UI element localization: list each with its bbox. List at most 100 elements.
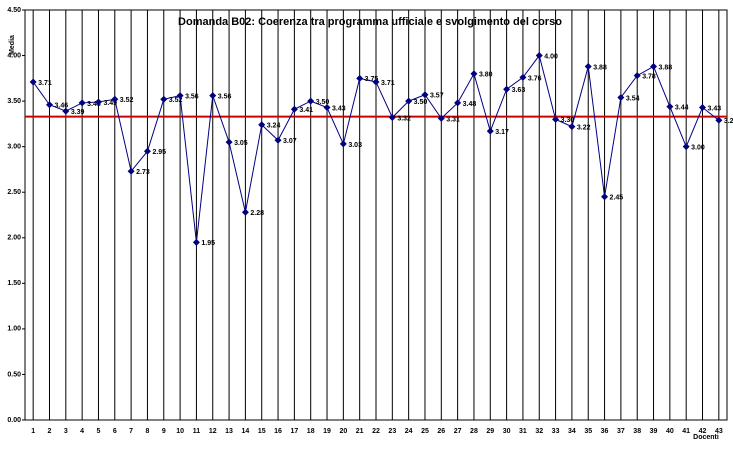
marker — [405, 97, 413, 105]
data-label: 3.50 — [414, 99, 428, 106]
marker — [633, 72, 641, 80]
marker — [388, 114, 396, 122]
marker — [176, 92, 184, 100]
data-label: 3.39 — [71, 109, 85, 116]
marker — [111, 95, 119, 103]
y-axis-label: Media — [9, 35, 16, 55]
data-label: 3.22 — [577, 124, 591, 131]
data-label: 3.88 — [593, 64, 607, 71]
data-label: 3.57 — [430, 93, 444, 100]
data-label: 3.76 — [528, 75, 542, 82]
data-label: 3.00 — [691, 145, 705, 152]
data-label: 3.44 — [675, 104, 689, 111]
y-tick-label: 1.00 — [7, 326, 21, 333]
marker — [45, 101, 53, 109]
data-label: 3.46 — [54, 103, 68, 110]
marker — [454, 99, 462, 107]
x-tick-label: 25 — [421, 428, 429, 435]
x-tick-label: 5 — [97, 428, 101, 435]
x-tick-label: 6 — [113, 428, 117, 435]
data-label: 3.63 — [512, 87, 526, 94]
data-label: 3.41 — [299, 107, 313, 114]
x-tick-label: 7 — [129, 428, 133, 435]
data-label: 2.28 — [250, 210, 264, 217]
data-label: 3.71 — [38, 80, 52, 87]
data-label: 3.07 — [283, 138, 297, 145]
marker — [699, 103, 707, 111]
x-tick-label: 38 — [633, 428, 641, 435]
marker — [421, 91, 429, 99]
marker — [127, 167, 135, 175]
x-tick-label: 10 — [176, 428, 184, 435]
y-tick-label: 4.00 — [7, 52, 21, 59]
x-tick-label: 29 — [486, 428, 494, 435]
marker — [682, 143, 690, 151]
chart-title: Domanda B02: Coerenza tra programma uffi… — [178, 16, 562, 28]
x-tick-label: 27 — [454, 428, 462, 435]
x-tick-label: 18 — [307, 428, 315, 435]
y-tick-label: 1.50 — [7, 280, 21, 287]
data-label: 3.43 — [708, 105, 722, 112]
marker — [437, 114, 445, 122]
x-tick-label: 41 — [682, 428, 690, 435]
marker — [601, 193, 609, 201]
marker — [323, 103, 331, 111]
marker — [258, 121, 266, 129]
marker — [503, 85, 511, 93]
x-tick-label: 36 — [601, 428, 609, 435]
y-tick-label: 4.50 — [7, 7, 21, 14]
x-tick-label: 16 — [274, 428, 282, 435]
y-tick-label: 3.00 — [7, 144, 21, 151]
x-tick-label: 15 — [258, 428, 266, 435]
data-label: 3.30 — [561, 117, 575, 124]
x-tick-label: 17 — [290, 428, 298, 435]
data-label: 3.56 — [218, 93, 232, 100]
data-label: 2.73 — [136, 169, 150, 176]
x-tick-label: 40 — [666, 428, 674, 435]
marker — [568, 123, 576, 131]
data-label: 3.05 — [234, 140, 248, 147]
marker — [94, 98, 102, 106]
x-tick-label: 20 — [339, 428, 347, 435]
marker — [241, 208, 249, 216]
x-tick-label: 3 — [64, 428, 68, 435]
marker — [356, 74, 364, 82]
x-tick-label: 9 — [162, 428, 166, 435]
marker — [160, 95, 168, 103]
x-tick-label: 1 — [31, 428, 35, 435]
y-tick-label: 2.00 — [7, 235, 21, 242]
marker — [192, 238, 200, 246]
data-label: 3.03 — [348, 142, 362, 149]
marker — [225, 138, 233, 146]
y-tick-label: 2.50 — [7, 189, 21, 196]
y-tick-label: 3.50 — [7, 98, 21, 105]
x-tick-label: 28 — [470, 428, 478, 435]
data-label: 3.32 — [397, 115, 411, 122]
data-label: 3.31 — [446, 116, 460, 123]
x-tick-label: 33 — [552, 428, 560, 435]
x-tick-label: 31 — [519, 428, 527, 435]
marker — [307, 97, 315, 105]
marker — [470, 70, 478, 78]
data-label: 3.52 — [120, 97, 134, 104]
x-tick-label: 42 — [699, 428, 707, 435]
x-tick-label: 37 — [617, 428, 625, 435]
x-tick-label: 34 — [568, 428, 576, 435]
data-label: 3.49 — [103, 100, 117, 107]
data-label: 3.54 — [626, 95, 640, 102]
x-tick-label: 30 — [503, 428, 511, 435]
marker — [339, 140, 347, 148]
data-label: 3.78 — [642, 73, 656, 80]
x-tick-label: 21 — [356, 428, 364, 435]
data-label: 3.88 — [659, 64, 673, 71]
marker — [617, 93, 625, 101]
y-tick-label: 0.50 — [7, 371, 21, 378]
x-tick-label: 24 — [405, 428, 413, 435]
marker — [78, 99, 86, 107]
data-label: 2.95 — [152, 149, 166, 156]
data-label: 3.80 — [479, 72, 493, 79]
x-tick-label: 2 — [48, 428, 52, 435]
x-tick-label: 11 — [193, 428, 201, 435]
